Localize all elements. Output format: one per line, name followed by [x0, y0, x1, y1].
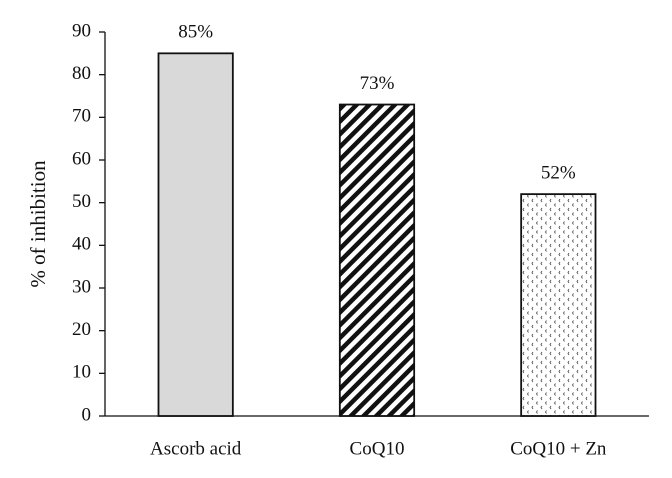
- x-tick-label: CoQ10: [350, 438, 405, 459]
- bar: [157, 52, 234, 417]
- bar: [338, 103, 416, 417]
- value-label: 52%: [541, 162, 576, 183]
- y-tick-label: 10: [72, 362, 91, 383]
- y-tick-label: 60: [72, 148, 91, 169]
- x-tick-label: Ascorb acid: [150, 438, 242, 459]
- y-tick-label: 70: [72, 106, 91, 127]
- value-label: 73%: [360, 73, 395, 94]
- y-tick-label: 20: [72, 319, 91, 340]
- y-tick-label: 30: [72, 276, 91, 297]
- y-tick-label: 50: [72, 191, 91, 212]
- y-tick-label: 0: [82, 404, 92, 425]
- x-tick-label: CoQ10 + Zn: [510, 438, 607, 459]
- y-tick-label: 40: [72, 234, 91, 255]
- y-tick-label: 90: [72, 20, 91, 41]
- y-axis-label: % of inhibition: [26, 160, 50, 288]
- value-label: 85%: [178, 22, 213, 43]
- bar: [520, 193, 597, 417]
- y-tick-label: 80: [72, 63, 91, 84]
